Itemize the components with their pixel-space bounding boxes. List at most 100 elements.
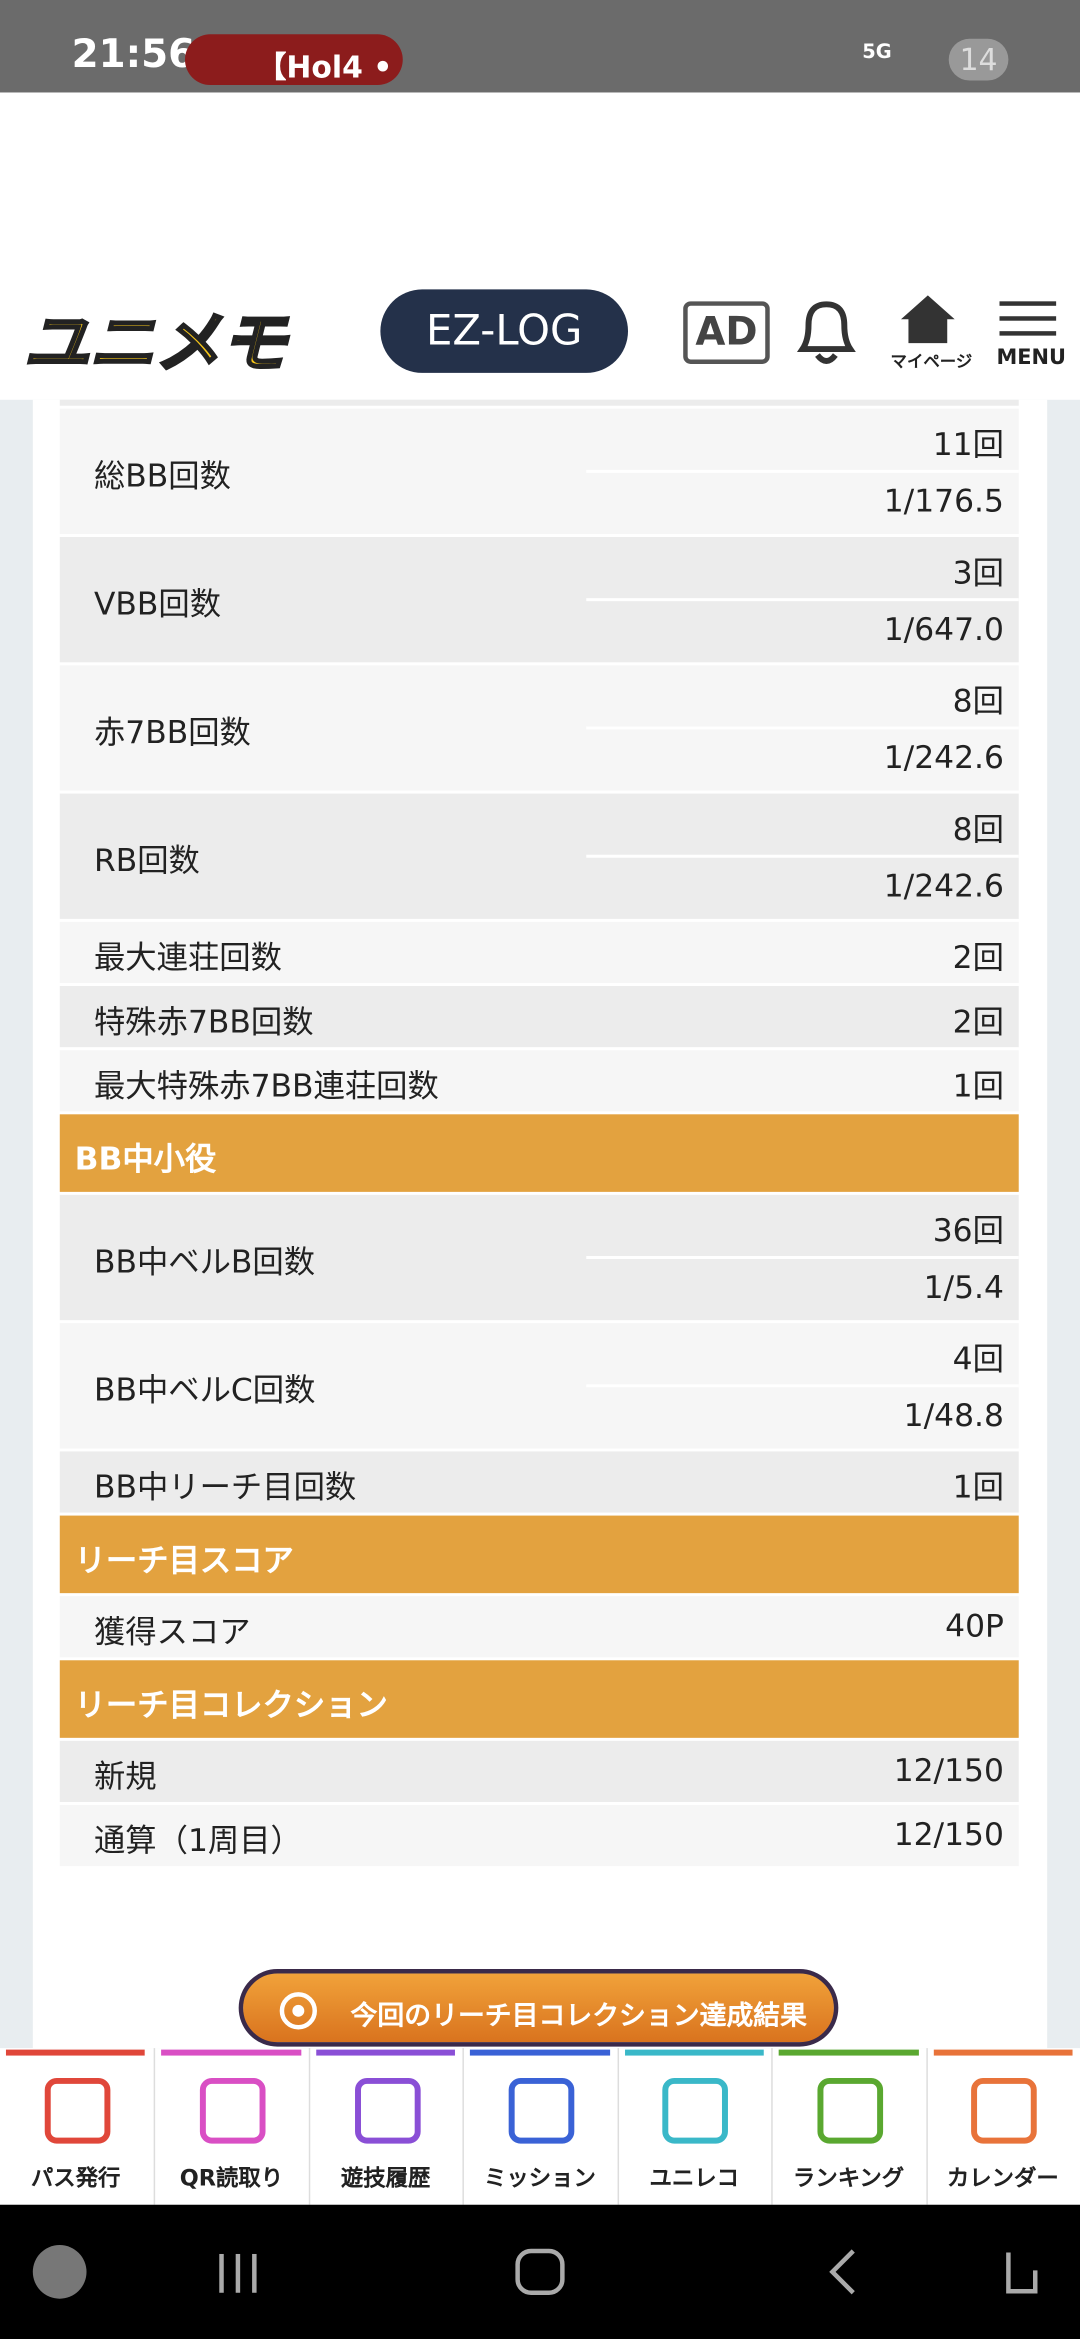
row-value: 8回 — [952, 683, 1004, 720]
battery: 14 — [948, 38, 1009, 81]
nav-accent — [778, 2049, 919, 2056]
nav-item[interactable]: QR読取り — [154, 2048, 307, 2205]
nav-label[interactable]: QR読取り — [179, 2164, 284, 2192]
nav-accent — [5, 2049, 146, 2056]
nav-icon — [971, 2077, 1038, 2144]
nav-accent — [624, 2049, 764, 2056]
mypage-label[interactable]: マイページ — [890, 352, 973, 372]
row-value: 12/150 — [893, 1752, 1004, 1789]
section-header: リーチ目スコア — [59, 1515, 1019, 1594]
row-label: 赤7BB回数 — [93, 714, 251, 751]
section-title: リーチ目コレクション — [74, 1687, 388, 1723]
table-row: VBB回数 3回 1/647.0 — [59, 537, 1019, 663]
row-value: 4回 — [952, 1341, 1004, 1377]
tab-title: 【Hol4 • — [256, 49, 393, 86]
value-divider — [586, 726, 1019, 730]
tab-pill — [184, 34, 403, 86]
logo[interactable]: ユニメモ — [22, 304, 288, 383]
nav-item[interactable]: ミッション — [462, 2048, 616, 2205]
header: ユニメモ EZ-LOG AD マイページ MENU — [0, 92, 1080, 400]
menu-label[interactable]: MENU — [996, 346, 1066, 370]
target-icon — [279, 1992, 317, 2030]
row-label: 最大連荘回数 — [93, 939, 282, 975]
table-row: 獲得スコア 40P — [59, 1596, 1019, 1658]
nav-icon — [200, 2077, 266, 2144]
row-label: 総ボーナス回数 — [94, 400, 313, 401]
result-button-label[interactable]: 今回のリーチ目コレクション達成結果 — [350, 2000, 808, 2032]
row-value: 12/150 — [893, 1816, 1004, 1853]
row-value: 1/242.6 — [883, 739, 1004, 776]
ez-log-button[interactable]: EZ-LOG — [380, 289, 629, 373]
row-label: 最大特殊赤7BB連荘回数 — [93, 1067, 439, 1104]
value-divider — [586, 854, 1019, 858]
result-button[interactable]: 今回のリーチ目コレクション達成結果 — [238, 1969, 839, 2047]
value-divider — [586, 1384, 1019, 1388]
nav-label[interactable]: 遊技履歴 — [340, 2164, 431, 2192]
nav-icon — [817, 2077, 883, 2144]
system-nav — [0, 2204, 1080, 2340]
nav-icon — [354, 2077, 420, 2144]
row-value: 1/176.5 — [883, 483, 1004, 520]
table-row: BB中リーチ目回数 1回 — [59, 1451, 1019, 1513]
home-icon[interactable] — [898, 292, 958, 346]
section-header: BB中小役 — [59, 1114, 1019, 1192]
status-bar: 21:56 【Hol4 • 5G 14 — [0, 0, 1080, 93]
nav-accent — [470, 2049, 610, 2056]
row-label: 獲得スコア — [93, 1613, 251, 1650]
row-value: 3回 — [952, 554, 1004, 591]
row-label: 新規 — [93, 1757, 157, 1794]
data-table: 総ボーナス回数 1/102.2 総BB回数 11回 1/176.5 VBB回数 3回 1/64… — [59, 399, 1019, 1944]
bell-icon[interactable] — [794, 292, 860, 367]
table-row: 最大連荘回数 2回 — [59, 921, 1019, 984]
nav-label[interactable]: ミッション — [484, 2164, 596, 2192]
menu-icon[interactable] — [999, 298, 1059, 340]
row-label: BB中ベルC回数 — [93, 1372, 316, 1409]
nav-icon — [662, 2077, 729, 2144]
nav-icon — [44, 2077, 110, 2144]
table-row: 総ボーナス回数 1/102.2 — [59, 399, 1019, 406]
table-row: BB中ベルB回数 36回 1/5.4 — [59, 1194, 1019, 1321]
nav-item[interactable]: 遊技履歴 — [308, 2048, 462, 2205]
nav-label[interactable]: カレンダー — [946, 2164, 1059, 2192]
row-value: 1/647.0 — [883, 611, 1004, 648]
value-divider — [586, 598, 1019, 602]
table-row: 最大特殊赤7BB連荘回数 1回 — [59, 1050, 1019, 1112]
value-divider — [586, 469, 1019, 473]
row-value: 8回 — [952, 811, 1004, 848]
table-row: 赤7BB回数 8回 1/242.6 — [59, 665, 1019, 791]
row-label: RB回数 — [93, 842, 200, 879]
row-value: 1/102.2 — [884, 400, 1004, 401]
value-divider — [586, 1256, 1019, 1260]
nav-label[interactable]: ユニレコ — [649, 2164, 740, 2192]
row-value: 1/48.8 — [903, 1397, 1004, 1434]
nav-accent — [933, 2049, 1073, 2056]
row-value: 11回 — [932, 426, 1004, 463]
row-value: 36回 — [932, 1212, 1004, 1249]
table-row: 特殊赤7BB回数 2回 — [59, 986, 1019, 1048]
section-title: リーチ目スコア — [74, 1542, 294, 1579]
ad-button[interactable]: AD — [683, 301, 770, 364]
table-row: RB回数 8回 1/242.6 — [59, 793, 1019, 919]
nav-item[interactable]: カレンダー — [925, 2048, 1079, 2205]
row-label: BB中リーチ目回数 — [93, 1468, 357, 1505]
table-row: 通算（1周目） 12/150 — [59, 1804, 1019, 1867]
row-value: 1回 — [952, 1068, 1004, 1104]
row-value: 40P — [945, 1608, 1004, 1644]
row-label: 総BB回数 — [93, 457, 231, 494]
row-value: 1/5.4 — [923, 1269, 1004, 1306]
nav-item[interactable]: ランキング — [771, 2048, 924, 2205]
table-row: 新規 12/150 — [59, 1740, 1019, 1802]
nav-icon — [508, 2077, 575, 2144]
table-row: BB中ベルC回数 4回 1/48.8 — [59, 1323, 1019, 1449]
row-value: 2回 — [952, 939, 1004, 976]
bottom-nav: パス発行 QR読取り 遊技履歴 ミッション ユニレコ ランキング カレンダー — [0, 2048, 1080, 2205]
nav-label[interactable]: パス発行 — [30, 2164, 121, 2192]
nav-item[interactable]: パス発行 — [0, 2048, 151, 2205]
row-label: 特殊赤7BB回数 — [93, 1003, 314, 1039]
row-label: BB中ベルB回数 — [93, 1244, 316, 1280]
nav-item[interactable]: ユニレコ — [617, 2048, 770, 2205]
nav-label[interactable]: ランキング — [792, 2164, 905, 2192]
row-label: 通算（1周目） — [93, 1822, 302, 1858]
row-label: VBB回数 — [93, 586, 222, 623]
